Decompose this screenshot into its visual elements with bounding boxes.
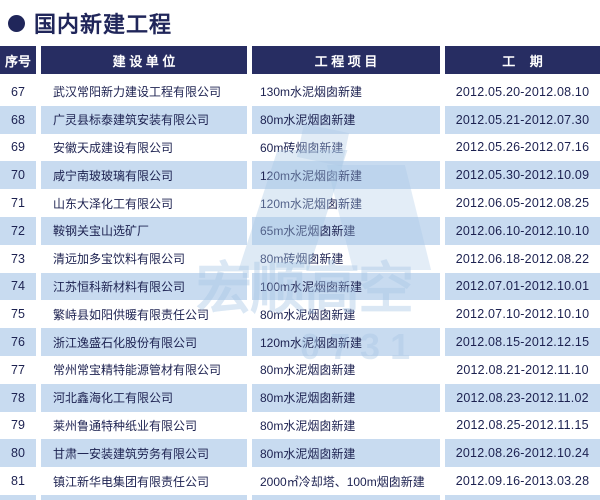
bullet-icon — [8, 14, 25, 32]
column-header-project: 工 程 项 目 — [252, 46, 440, 74]
company-cell: 繁峙县如阳供暖有限责任公司 — [53, 307, 210, 322]
project-cell: 80m砖烟囱新建 — [260, 252, 344, 267]
row-number-cell: 77 — [11, 362, 25, 377]
row-number-cell: 75 — [11, 307, 25, 322]
partial-next-row — [0, 494, 600, 500]
table-row: 68 广灵县标泰建筑安装有限公司 80m水泥烟囱新建 2012.05.21-20… — [0, 105, 600, 134]
project-cell: 100m水泥烟囱新建 — [252, 272, 440, 301]
project-cell: 60m砖烟囱新建 — [260, 140, 344, 155]
company-cell: 武汉常阳新力建设工程有限公司 — [53, 85, 222, 100]
company-cell: 江苏恒科新材料有限公司 — [41, 272, 247, 301]
table-row: 72 鞍钢关宝山选矿厂 65m水泥烟囱新建 2012.06.10-2012.10… — [0, 216, 600, 245]
period-cell: 2012.08.25-2012.11.15 — [456, 418, 589, 433]
table-row: 69 安徽天成建设有限公司 60m砖烟囱新建 2012.05.26-2012.0… — [0, 134, 600, 162]
table-row: 77 常州常宝精特能源管材有限公司 80m水泥烟囱新建 2012.08.21-2… — [0, 356, 600, 384]
row-number-cell: 72 — [0, 216, 36, 245]
period-cell: 2012.08.15-2012.12.15 — [445, 328, 600, 356]
table-row: 67 武汉常阳新力建设工程有限公司 130m水泥烟囱新建 2012.05.20-… — [0, 78, 600, 106]
project-cell: 130m水泥烟囱新建 — [260, 85, 363, 100]
period-cell: 2012.06.05-2012.08.25 — [455, 196, 590, 211]
period-cell: 2012.08.26-2012.10.24 — [445, 439, 600, 468]
table-row: 75 繁峙县如阳供暖有限责任公司 80m水泥烟囱新建 2012.07.10-20… — [0, 300, 600, 328]
table-row: 80 甘肃一安装建筑劳务有限公司 80m水泥烟囱新建 2012.08.26-20… — [0, 439, 600, 468]
company-cell: 鞍钢关宝山选矿厂 — [41, 216, 247, 245]
row-number-cell: 81 — [11, 474, 25, 489]
column-header-company: 建 设 单 位 — [41, 46, 247, 74]
project-cell: 80m水泥烟囱新建 — [252, 439, 440, 468]
table-row: 74 江苏恒科新材料有限公司 100m水泥烟囱新建 2012.07.01-201… — [0, 272, 600, 301]
table-row: 79 莱州鲁通特种纸业有限公司 80m水泥烟囱新建 2012.08.25-201… — [0, 412, 600, 440]
column-header-no: 序号 — [0, 46, 36, 74]
period-cell: 2012.07.10-2012.10.10 — [455, 307, 590, 322]
company-cell: 常州常宝精特能源管材有限公司 — [53, 363, 222, 378]
period-cell: 2012.05.30-2012.10.09 — [445, 161, 600, 190]
table-row: 81 镇江新华电集团有限责任公司 2000㎡冷却塔、100m烟囱新建 2012.… — [0, 467, 600, 495]
project-cell: 120m水泥烟囱新建 — [252, 161, 440, 190]
company-cell: 咸宁南玻玻璃有限公司 — [41, 161, 247, 190]
row-number-cell: 80 — [0, 439, 36, 468]
company-cell: 莱州鲁通特种纸业有限公司 — [53, 418, 198, 433]
row-number-cell: 73 — [11, 251, 25, 266]
page-title-row: 国内新建工程 — [8, 7, 172, 39]
table-row: 73 清远加多宝饮料有限公司 80m砖烟囱新建 2012.06.18-2012.… — [0, 245, 600, 273]
row-number-cell: 74 — [0, 272, 36, 301]
table-row: 70 咸宁南玻玻璃有限公司 120m水泥烟囱新建 2012.05.30-2012… — [0, 161, 600, 190]
table-body: 67 武汉常阳新力建设工程有限公司 130m水泥烟囱新建 2012.05.20-… — [0, 78, 600, 500]
row-number-cell: 71 — [11, 196, 25, 211]
column-header-period: 工 期 — [445, 46, 600, 74]
company-cell: 清远加多宝饮料有限公司 — [53, 252, 186, 267]
project-cell: 80m水泥烟囱新建 — [260, 418, 356, 433]
table-header: 序号 建 设 单 位 工 程 项 目 工 期 — [0, 46, 600, 74]
table-row: 78 河北鑫海化工有限公司 80m水泥烟囱新建 2012.08.23-2012.… — [0, 383, 600, 412]
company-cell: 安徽天成建设有限公司 — [53, 140, 174, 155]
row-number-cell: 67 — [11, 84, 25, 99]
page-title: 国内新建工程 — [34, 12, 173, 37]
row-number-cell: 70 — [0, 161, 36, 190]
project-cell: 120m水泥烟囱新建 — [260, 196, 363, 211]
period-cell: 2012.06.10-2012.10.10 — [445, 216, 600, 245]
company-cell: 河北鑫海化工有限公司 — [41, 383, 247, 412]
table-row: 71 山东大泽化工有限公司 120m水泥烟囱新建 2012.06.05-2012… — [0, 189, 600, 217]
row-number-cell: 78 — [0, 383, 36, 412]
period-cell: 2012.08.23-2012.11.02 — [445, 383, 600, 412]
period-cell: 2012.05.21-2012.07.30 — [445, 105, 600, 134]
project-cell: 2000㎡冷却塔、100m烟囱新建 — [260, 474, 425, 489]
company-cell: 广灵县标泰建筑安装有限公司 — [41, 105, 247, 134]
period-cell: 2012.07.01-2012.10.01 — [445, 272, 600, 301]
project-cell: 65m水泥烟囱新建 — [252, 216, 440, 245]
row-number-cell: 79 — [11, 418, 25, 433]
period-cell: 2012.05.26-2012.07.16 — [455, 140, 590, 155]
row-number-cell: 68 — [0, 105, 36, 134]
project-cell: 120m水泥烟囱新建 — [252, 328, 440, 356]
period-cell: 2012.08.21-2012.11.10 — [456, 362, 589, 377]
project-cell: 80m水泥烟囱新建 — [260, 363, 356, 378]
period-cell: 2012.09.16-2013.03.28 — [455, 474, 590, 489]
project-cell: 80m水泥烟囱新建 — [252, 105, 440, 134]
row-number-cell: 76 — [0, 328, 36, 356]
period-cell: 2012.05.20-2012.08.10 — [455, 84, 590, 99]
project-cell: 80m水泥烟囱新建 — [260, 307, 356, 322]
company-cell: 山东大泽化工有限公司 — [53, 196, 174, 211]
company-cell: 浙江逸盛石化股份有限公司 — [41, 328, 247, 356]
project-cell: 80m水泥烟囱新建 — [252, 383, 440, 412]
table-row: 76 浙江逸盛石化股份有限公司 120m水泥烟囱新建 2012.08.15-20… — [0, 328, 600, 356]
row-number-cell: 69 — [11, 140, 25, 155]
company-cell: 甘肃一安装建筑劳务有限公司 — [41, 439, 247, 468]
period-cell: 2012.06.18-2012.08.22 — [455, 251, 590, 266]
company-cell: 镇江新华电集团有限责任公司 — [53, 474, 210, 489]
